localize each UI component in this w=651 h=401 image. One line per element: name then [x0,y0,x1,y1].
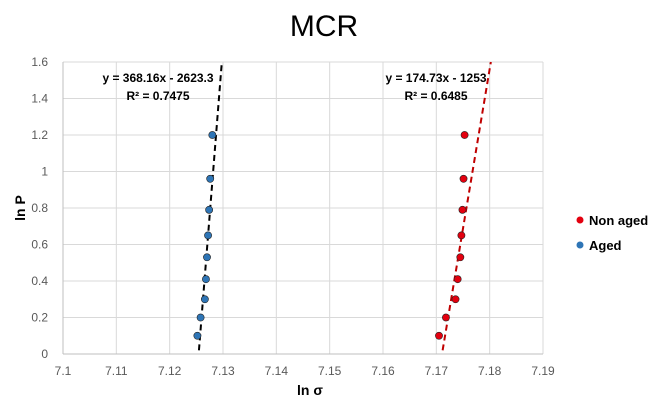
x-tick-label: 7.15 [318,364,342,378]
y-tick-label: 0.2 [31,311,48,325]
x-tick-label: 7.16 [371,364,395,378]
non-aged-r2: R² = 0.6485 [404,89,467,103]
aged-equation: y = 368.16x - 2623.3 [102,71,213,85]
data-point-non-aged [458,205,467,214]
data-point-aged [208,131,217,139]
data-point-non-aged [457,231,466,240]
legend-label-aged: Aged [589,238,622,253]
x-tick-label: 7.18 [478,364,502,378]
legend-label-non-aged: Non aged [589,213,648,228]
legend-marker-aged [576,241,584,249]
data-point-aged [206,174,215,183]
aged-r2: R² = 0.7475 [126,89,189,103]
x-tick-label: 7.17 [425,364,449,378]
y-tick-label: 1.4 [31,92,48,106]
y-tick-labels: 0 0.2 0.4 0.6 0.8 1 1.2 1.4 1.6 [31,55,48,361]
legend: Non aged Aged [576,213,648,253]
x-tick-labels: 7.1 7.11 7.12 7.13 7.14 7.15 7.16 7.17 7.18 7.19 [55,364,555,378]
x-tick-label: 7.12 [158,364,182,378]
y-axis-label: ln P [12,195,28,221]
data-point-aged [204,231,212,240]
data-point-non-aged [435,331,443,340]
x-tick-label: 7.13 [211,364,235,378]
y-tick-label: 0.8 [31,201,48,215]
y-tick-label: 0.4 [31,274,48,288]
data-point-non-aged [460,131,469,139]
trendline-non-aged [441,61,492,351]
legend-marker-non-aged [576,216,584,224]
data-point-non-aged [451,295,460,304]
data-point-aged [205,205,214,214]
y-tick-label: 1.6 [31,55,48,69]
gridlines [62,61,544,355]
chart-title: MCR [290,10,358,43]
data-point-non-aged [456,253,465,262]
data-point-aged [193,331,202,340]
x-tick-label: 7.1 [55,364,72,378]
data-point-non-aged [459,174,468,183]
data-point-aged [196,313,205,322]
y-tick-label: 0 [41,347,48,361]
axes [62,62,543,355]
x-tick-label: 7.19 [531,364,555,378]
y-tick-label: 1.2 [31,128,48,142]
x-tick-label: 7.11 [105,364,128,378]
data-points [193,131,469,340]
data-point-aged [200,295,209,304]
y-tick-label: 1 [41,165,48,179]
data-point-non-aged [442,313,450,322]
trendlines [197,61,492,351]
x-tick-label: 7.14 [265,364,289,378]
y-tick-label: 0.6 [31,238,48,252]
data-point-non-aged [453,275,462,284]
data-point-aged [203,253,211,262]
non-aged-equation: y = 174.73x - 1253 [385,71,486,85]
x-axis-label: ln σ [297,382,323,398]
data-point-aged [202,275,210,284]
